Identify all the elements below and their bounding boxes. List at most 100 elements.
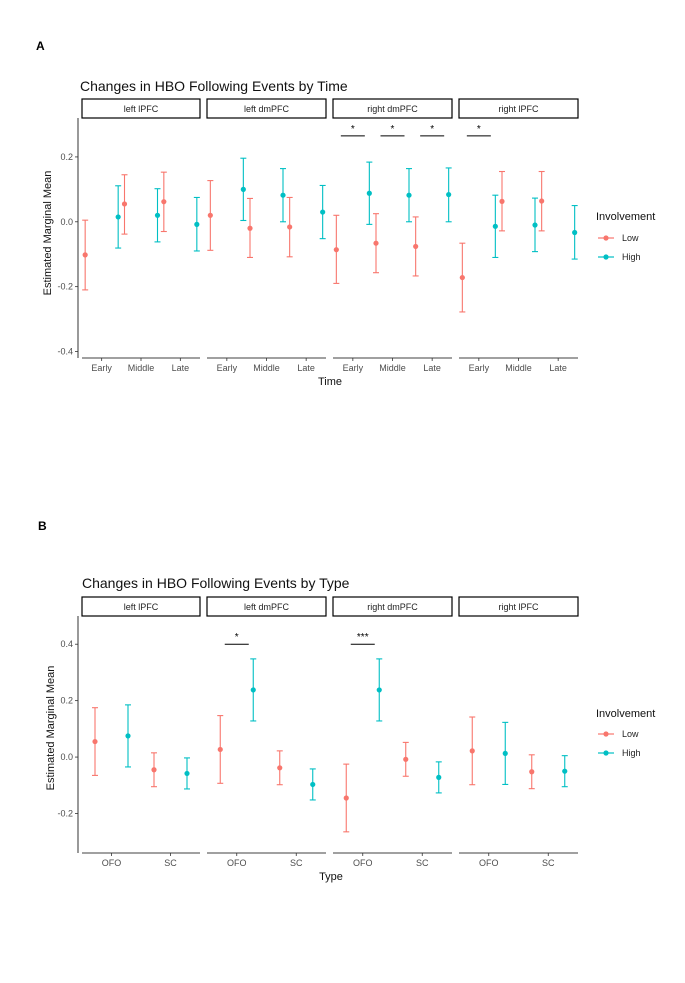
- facet-strip-label: left lPFC: [124, 104, 159, 114]
- x-tick-label: OFO: [353, 858, 373, 868]
- data-point-low: [287, 224, 293, 230]
- y-tick-label: 0.2: [60, 152, 73, 162]
- significance-label: *: [430, 124, 434, 135]
- data-point-low: [247, 225, 253, 231]
- data-point-low: [343, 795, 349, 801]
- x-tick-label: Late: [297, 363, 315, 373]
- y-axis-label: Estimated Marginal Mean: [42, 171, 54, 296]
- x-tick-label: SC: [416, 858, 429, 868]
- facet-strip-label: right dmPFC: [367, 104, 418, 114]
- legend-key-point: [603, 750, 609, 756]
- x-axis-label: Type: [319, 871, 343, 883]
- data-point-low: [413, 243, 419, 250]
- y-axis-label: Estimated Marginal Mean: [45, 666, 57, 791]
- facet-strip: [81, 596, 201, 617]
- legend-label: Low: [622, 233, 639, 243]
- data-point-high: [194, 221, 200, 227]
- facet-strip: [458, 596, 579, 617]
- facet-strip: [81, 98, 201, 119]
- significance-label: *: [391, 124, 395, 135]
- data-point-high: [436, 774, 442, 780]
- data-point-high: [280, 192, 286, 198]
- data-point-low: [373, 240, 379, 246]
- data-point-high: [406, 192, 412, 198]
- data-point-high: [115, 214, 121, 220]
- x-tick-label: SC: [542, 858, 555, 868]
- data-point-high: [376, 687, 382, 693]
- data-point-high: [366, 190, 372, 196]
- facet-strip: [458, 98, 579, 119]
- plot-area: 0.4 0.2 0.0 -0.2 left lPFC OFO SC left dmPFC OFO…: [57, 596, 641, 868]
- panel-a: A Changes in HBO Following Events by Tim…: [36, 39, 655, 388]
- facet-strip-label: right dmPFC: [367, 602, 418, 612]
- y-tick-label: -0.2: [57, 282, 73, 292]
- x-tick-label: SC: [164, 858, 177, 868]
- data-point-high: [320, 209, 326, 215]
- panel-letter: B: [38, 519, 47, 533]
- data-point-high: [492, 223, 498, 229]
- significance-label: *: [235, 632, 239, 643]
- data-point-low: [539, 198, 545, 204]
- data-point-low: [92, 738, 98, 745]
- y-tick-label: 0.4: [60, 639, 73, 649]
- data-point-low: [121, 201, 128, 207]
- x-tick-label: Late: [423, 363, 441, 373]
- legend-label: Low: [622, 729, 639, 739]
- panel-b: B Changes in HBO Following Events by Typ…: [38, 519, 655, 883]
- data-point-low: [82, 252, 88, 258]
- significance-label: *: [477, 124, 481, 135]
- legend-key-point: [603, 731, 609, 737]
- data-point-low: [161, 199, 167, 205]
- data-point-high: [250, 687, 256, 693]
- data-point-high: [240, 186, 246, 192]
- data-point-low: [207, 212, 213, 218]
- plot-area: 0.2 0.0 -0.2 -0.4 left lPFC Early Middle Late le…: [57, 98, 641, 373]
- x-tick-label: Early: [91, 363, 112, 373]
- facet-strip-label: right lPFC: [498, 104, 539, 114]
- data-point-low: [151, 767, 157, 773]
- y-tick-label: 0.0: [60, 752, 73, 762]
- y-tick-label: 0.2: [60, 696, 73, 706]
- x-tick-label: Early: [469, 363, 490, 373]
- x-tick-label: SC: [290, 858, 303, 868]
- x-tick-label: Early: [343, 363, 364, 373]
- facet-strip: [206, 596, 327, 617]
- x-tick-label: Middle: [505, 363, 532, 373]
- x-tick-label: Middle: [253, 363, 280, 373]
- x-tick-label: OFO: [227, 858, 247, 868]
- x-axis-label: Time: [318, 376, 342, 388]
- y-tick-label: 0.0: [60, 217, 73, 227]
- facet-strip-label: left dmPFC: [244, 602, 290, 612]
- data-point-high: [154, 212, 161, 218]
- data-point-high: [502, 750, 508, 757]
- y-tick-label: -0.2: [57, 809, 73, 819]
- data-point-low: [529, 769, 535, 775]
- legend-label: High: [622, 252, 641, 262]
- data-point-low: [217, 746, 223, 753]
- facet-strip: [332, 596, 453, 617]
- facet-strip: [206, 98, 327, 119]
- significance-label: *: [351, 124, 355, 135]
- significance-label: ***: [357, 632, 369, 643]
- data-point-low: [333, 247, 339, 253]
- legend-title: Involvement: [596, 211, 655, 223]
- data-point-high: [125, 733, 131, 739]
- data-point-high: [446, 191, 452, 198]
- x-tick-label: OFO: [479, 858, 499, 868]
- y-tick-label: -0.4: [57, 347, 73, 357]
- panel-letter: A: [36, 39, 45, 53]
- chart-title: Changes in HBO Following Events by Time: [80, 78, 348, 94]
- legend-key-point: [603, 235, 609, 241]
- chart-title: Changes in HBO Following Events by Type: [82, 575, 350, 591]
- x-tick-label: Late: [549, 363, 567, 373]
- data-point-high: [562, 768, 568, 774]
- legend-title: Involvement: [596, 708, 655, 720]
- data-point-high: [184, 770, 190, 777]
- facet-strip-label: left lPFC: [124, 602, 159, 612]
- data-point-low: [277, 765, 283, 771]
- legend-key-point: [603, 254, 609, 260]
- facet-strip-label: right lPFC: [498, 602, 539, 612]
- data-point-high: [310, 781, 316, 788]
- data-point-high: [532, 222, 538, 228]
